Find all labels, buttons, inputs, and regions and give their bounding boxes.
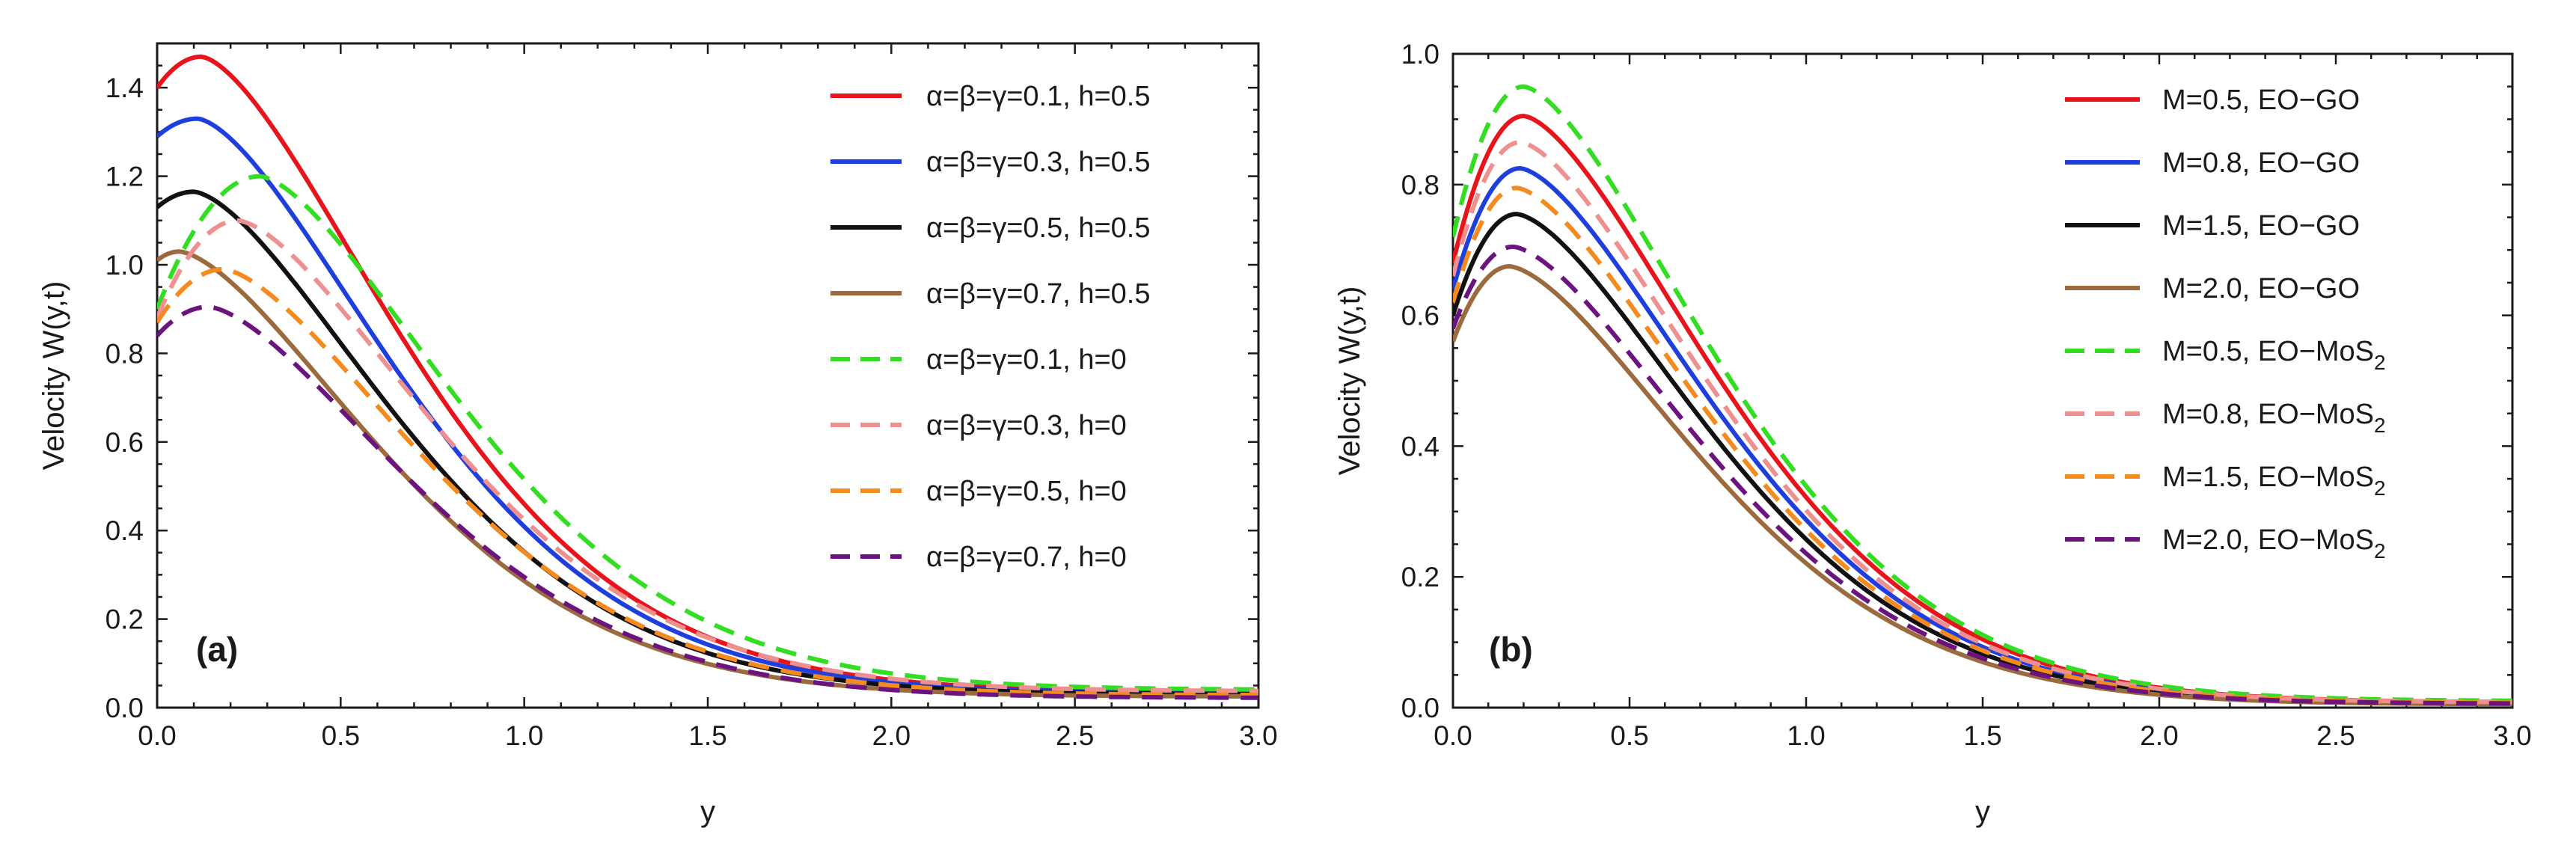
y-tick-label: 1.0 (105, 250, 144, 281)
legend-entry-7: α=β=γ=0.5, h=0 (926, 476, 1127, 507)
x-tick-label: 3.0 (2493, 720, 2531, 751)
series-line-b-2 (1453, 166, 2512, 705)
y-axis-title: Velocity W(y,t) (1333, 287, 1366, 476)
legend-entry-2: M=0.8, EO−GO (2162, 147, 2360, 179)
x-tick-label: 0.5 (322, 720, 360, 751)
legend-entry-4: α=β=γ=0.7, h=0.5 (926, 278, 1151, 310)
legend-entry-text: M=2.0, EO−GO (2162, 273, 2360, 304)
series-line-a-4 (157, 249, 1258, 699)
x-tick-label: 2.5 (1056, 720, 1094, 751)
panel-label: (b) (1489, 630, 1533, 669)
legend-entry-2: α=β=γ=0.3, h=0.5 (926, 147, 1151, 178)
x-tick-label: 1.5 (1963, 720, 2001, 751)
legend-entry-6: M=0.8, EO−MoS2 (2162, 399, 2386, 437)
x-tick-label: 1.5 (688, 720, 726, 751)
legend-entry-text: α=β=γ=0.5, h=0.5 (926, 212, 1151, 244)
series-line-b-7 (1453, 186, 2512, 705)
legend-entry-text: M=0.8, EO−MoS (2162, 399, 2374, 430)
y-axis-title: Velocity W(y,t) (37, 281, 70, 471)
x-tick-label: 2.5 (2316, 720, 2355, 751)
legend-entry-text: M=2.0, EO−MoS (2162, 524, 2374, 556)
y-tick-label: 1.2 (105, 162, 144, 192)
legend-entry-3: α=β=γ=0.5, h=0.5 (926, 212, 1151, 244)
series-line-b-8 (1453, 244, 2512, 706)
legend: M=0.5, EO−GO M=0.8, EO−GO M=1.5, EO−GO M=2.… (2065, 85, 2386, 563)
legend-entry-text: α=β=γ=0.3, h=0 (926, 410, 1127, 441)
panel-label: (a) (196, 630, 238, 669)
series-line-a-7 (157, 266, 1258, 698)
x-tick-label: 0.5 (1610, 720, 1648, 751)
legend-entry-subscript: 2 (2374, 539, 2386, 563)
series-line-a-6 (157, 218, 1258, 693)
x-tick-label: 1.0 (505, 720, 543, 751)
legend-entry-text: M=1.5, EO−MoS (2162, 462, 2374, 493)
panel-b-velocity-chart: 0.0 0.5 1.0 1.5 2.0 2.5 3.0 0.0 0.2 0.4 0.6 0.8 1.0 y… (1333, 39, 2532, 828)
y-tick-label: 0.6 (1401, 301, 1440, 331)
y-tick-label: 0.2 (1401, 562, 1440, 592)
legend-entry-5: α=β=γ=0.1, h=0 (926, 344, 1127, 376)
legend-entry-3: M=1.5, EO−GO (2162, 210, 2360, 242)
x-tick-label: 0.0 (1434, 720, 1472, 751)
x-tick-label: 0.0 (138, 720, 176, 751)
plot-frame (156, 42, 1260, 709)
x-axis-title: y (700, 795, 715, 828)
curves-group (1453, 84, 2512, 707)
legend-entry-8: α=β=γ=0.7, h=0 (926, 542, 1127, 573)
legend-entry-subscript: 2 (2374, 414, 2386, 437)
y-tick-label: 0.8 (105, 338, 144, 369)
legend-entry-text: M=0.8, EO−GO (2162, 147, 2360, 179)
legend-entry-text: M=1.5, EO−GO (2162, 210, 2360, 242)
legend-entry-6: α=β=γ=0.3, h=0 (926, 410, 1127, 441)
legend-entry-text: M=0.5, EO−MoS (2162, 336, 2374, 367)
legend-entry-1: M=0.5, EO−GO (2162, 85, 2360, 116)
y-tick-label: 0.8 (1401, 170, 1440, 200)
legend-entry-text: α=β=γ=0.7, h=0.5 (926, 278, 1151, 310)
panel-a-velocity-chart: 0.0 0.5 1.0 1.5 2.0 2.5 3.0 0.0 0.2 0.4 0.6 0.8 1.0 1… (37, 42, 1278, 828)
y-tick-label: 0.0 (1401, 693, 1440, 723)
x-tick-label: 2.0 (2140, 720, 2178, 751)
curves-group (157, 54, 1258, 700)
legend-entry-text: α=β=γ=0.5, h=0 (926, 476, 1127, 507)
y-tick-label: 0.4 (105, 515, 144, 546)
legend-entry-7: M=1.5, EO−MoS2 (2162, 462, 2386, 500)
y-tick-label: 1.0 (1401, 39, 1440, 70)
legend-entry-text: α=β=γ=0.7, h=0 (926, 542, 1127, 573)
y-tick-label: 0.4 (1401, 431, 1440, 462)
x-tick-label: 3.0 (1239, 720, 1277, 751)
legend: α=β=γ=0.1, h=0.5 α=β=γ=0.3, h=0.5 α=β=γ=0.… (830, 81, 1151, 573)
legend-entry-subscript: 2 (2374, 477, 2386, 500)
legend-entry-4: M=2.0, EO−GO (2162, 273, 2360, 304)
y-tick-label: 0.6 (105, 427, 144, 458)
legend-entry-subscript: 2 (2374, 351, 2386, 374)
legend-entry-text: α=β=γ=0.1, h=0.5 (926, 81, 1151, 112)
y-tick-label: 0.0 (105, 693, 144, 723)
legend-entry-1: α=β=γ=0.1, h=0.5 (926, 81, 1151, 112)
legend-entry-8: M=2.0, EO−MoS2 (2162, 524, 2386, 563)
x-axis-title: y (1975, 795, 1990, 828)
legend-entry-5: M=0.5, EO−MoS2 (2162, 336, 2386, 374)
y-tick-label: 1.4 (105, 73, 144, 103)
x-tick-label: 2.0 (872, 720, 911, 751)
series-line-a-5 (157, 174, 1258, 692)
legend-entry-text: α=β=γ=0.1, h=0 (926, 344, 1127, 376)
series-line-b-5 (1453, 84, 2512, 703)
series-line-a-3 (157, 189, 1258, 696)
x-tick-label: 1.0 (1787, 720, 1825, 751)
legend-entry-text: M=0.5, EO−GO (2162, 85, 2360, 116)
legend-entry-text: α=β=γ=0.3, h=0.5 (926, 147, 1151, 178)
y-tick-label: 0.2 (105, 604, 144, 635)
